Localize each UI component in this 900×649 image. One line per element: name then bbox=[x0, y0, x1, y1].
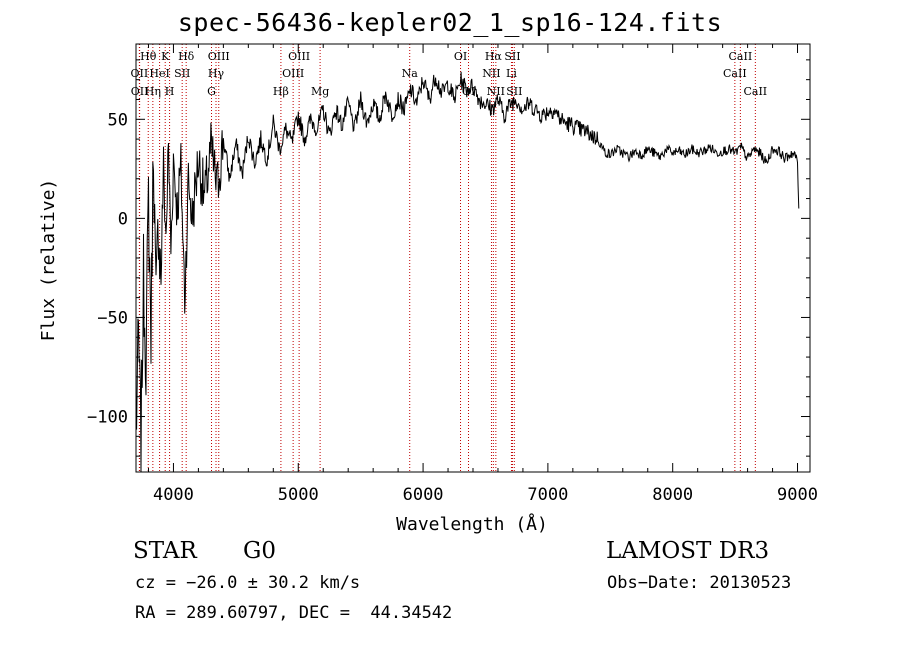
y-tick-label: 50 bbox=[108, 110, 128, 130]
line-label: OIII bbox=[288, 50, 310, 63]
x-axis-label: Wavelength (Å) bbox=[396, 513, 548, 535]
line-label: Hγ bbox=[208, 67, 225, 80]
line-label: OII bbox=[131, 67, 149, 80]
coordinates: RA = 289.60797, DEC = 44.34542 bbox=[135, 603, 453, 623]
y-tick-label: −100 bbox=[87, 408, 128, 428]
x-tick-label: 8000 bbox=[652, 485, 693, 505]
y-tick-label: 0 bbox=[118, 209, 128, 229]
line-label: Hα bbox=[485, 50, 503, 63]
line-label: G bbox=[207, 85, 216, 98]
spectral-line-markers bbox=[138, 44, 756, 472]
x-tick-label: 5000 bbox=[278, 485, 319, 505]
line-label: K bbox=[161, 50, 170, 63]
line-label: CaII bbox=[723, 67, 747, 80]
line-label: SII bbox=[504, 50, 520, 63]
line-label: H bbox=[165, 85, 175, 98]
y-tick-label: −50 bbox=[97, 308, 128, 328]
object-type: STAR bbox=[133, 538, 197, 564]
chart-title: spec-56436-kepler02_1_sp16-124.fits bbox=[177, 8, 723, 37]
line-label: NII bbox=[482, 67, 500, 80]
line-label: Na bbox=[402, 67, 419, 80]
line-label: SII bbox=[506, 85, 522, 98]
line-label: OI bbox=[454, 50, 467, 63]
line-label: OII bbox=[131, 85, 149, 98]
line-label: Hη bbox=[145, 85, 161, 98]
line-label: Li bbox=[506, 67, 517, 80]
line-label: Hβ bbox=[273, 85, 289, 98]
axis-ticks: 4000 5000 6000 7000 8000 9000 −100 −50 0 50 bbox=[87, 44, 818, 505]
object-class: G0 bbox=[243, 538, 277, 564]
line-label: Mg bbox=[311, 85, 329, 98]
line-label: HeI bbox=[149, 67, 169, 80]
plot-frame bbox=[135, 43, 811, 473]
x-tick-label: 4000 bbox=[153, 485, 194, 505]
line-label: OI bbox=[462, 85, 475, 98]
line-label: Hθ bbox=[140, 50, 157, 63]
x-tick-label: 7000 bbox=[527, 485, 568, 505]
line-label: OIII bbox=[282, 67, 304, 80]
spectrum-line bbox=[135, 71, 800, 473]
x-tick-label: 6000 bbox=[403, 485, 444, 505]
x-tick-label: 9000 bbox=[777, 485, 818, 505]
observation-date: Obs−Date: 20130523 bbox=[607, 573, 792, 593]
line-label: CaII bbox=[729, 50, 753, 63]
line-label: CaII bbox=[743, 85, 767, 98]
line-label: Hδ bbox=[178, 50, 195, 63]
y-axis-label: Flux (relative) bbox=[38, 179, 59, 342]
line-label: NII bbox=[487, 85, 505, 98]
spectrum-series bbox=[135, 71, 800, 473]
redshift-info: cz = −26.0 ± 30.2 km/s bbox=[135, 573, 361, 593]
line-label: OIII bbox=[208, 50, 230, 63]
survey-name: LAMOST DR3 bbox=[606, 538, 770, 564]
line-label: SII bbox=[174, 67, 190, 80]
